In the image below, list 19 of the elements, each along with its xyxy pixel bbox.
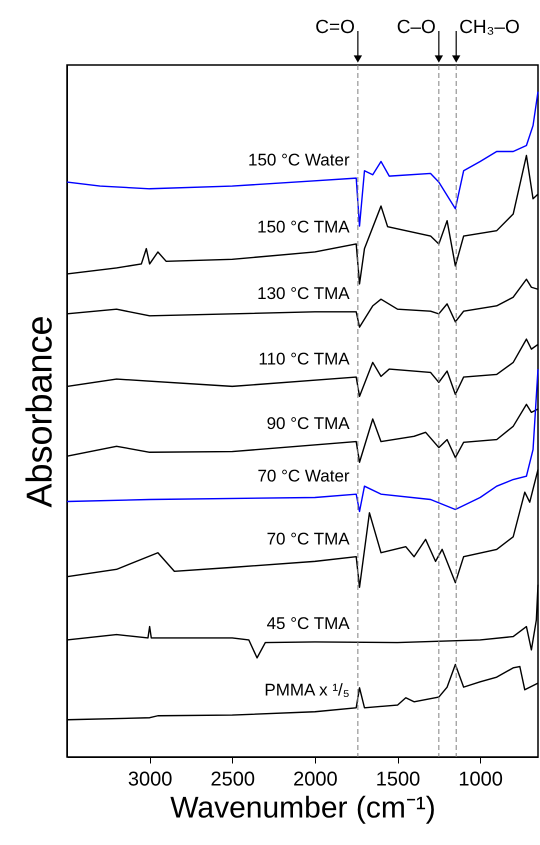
series-label: 70 °C TMA [266, 529, 350, 548]
x-tick-label: 1500 [376, 768, 420, 790]
series-label: PMMA x ¹/₅ [264, 680, 350, 700]
series-label: 150 °C Water [248, 150, 350, 170]
y-axis-title: Absorbance [18, 315, 60, 508]
series-label: 130 °C TMA [257, 284, 350, 303]
series-label: 70 °C Water [257, 466, 350, 486]
series-label: 90 °C TMA [266, 414, 350, 434]
x-axis-title: Wavenumber (cm⁻¹) [170, 792, 436, 824]
ref-line-label: C=O [315, 17, 355, 38]
x-tick-label: 2500 [210, 768, 256, 790]
series-label: 45 °C TMA [266, 614, 350, 634]
ref-line-label: CH₃–O [459, 17, 520, 38]
ref-line-label: C–O [396, 17, 436, 38]
x-tick-label: 1000 [458, 768, 503, 790]
x-tick-label: 3000 [128, 768, 172, 790]
series-label: 150 °C TMA [257, 217, 350, 236]
x-tick-label: 2000 [293, 768, 338, 790]
series-label: 110 °C TMA [258, 350, 350, 369]
